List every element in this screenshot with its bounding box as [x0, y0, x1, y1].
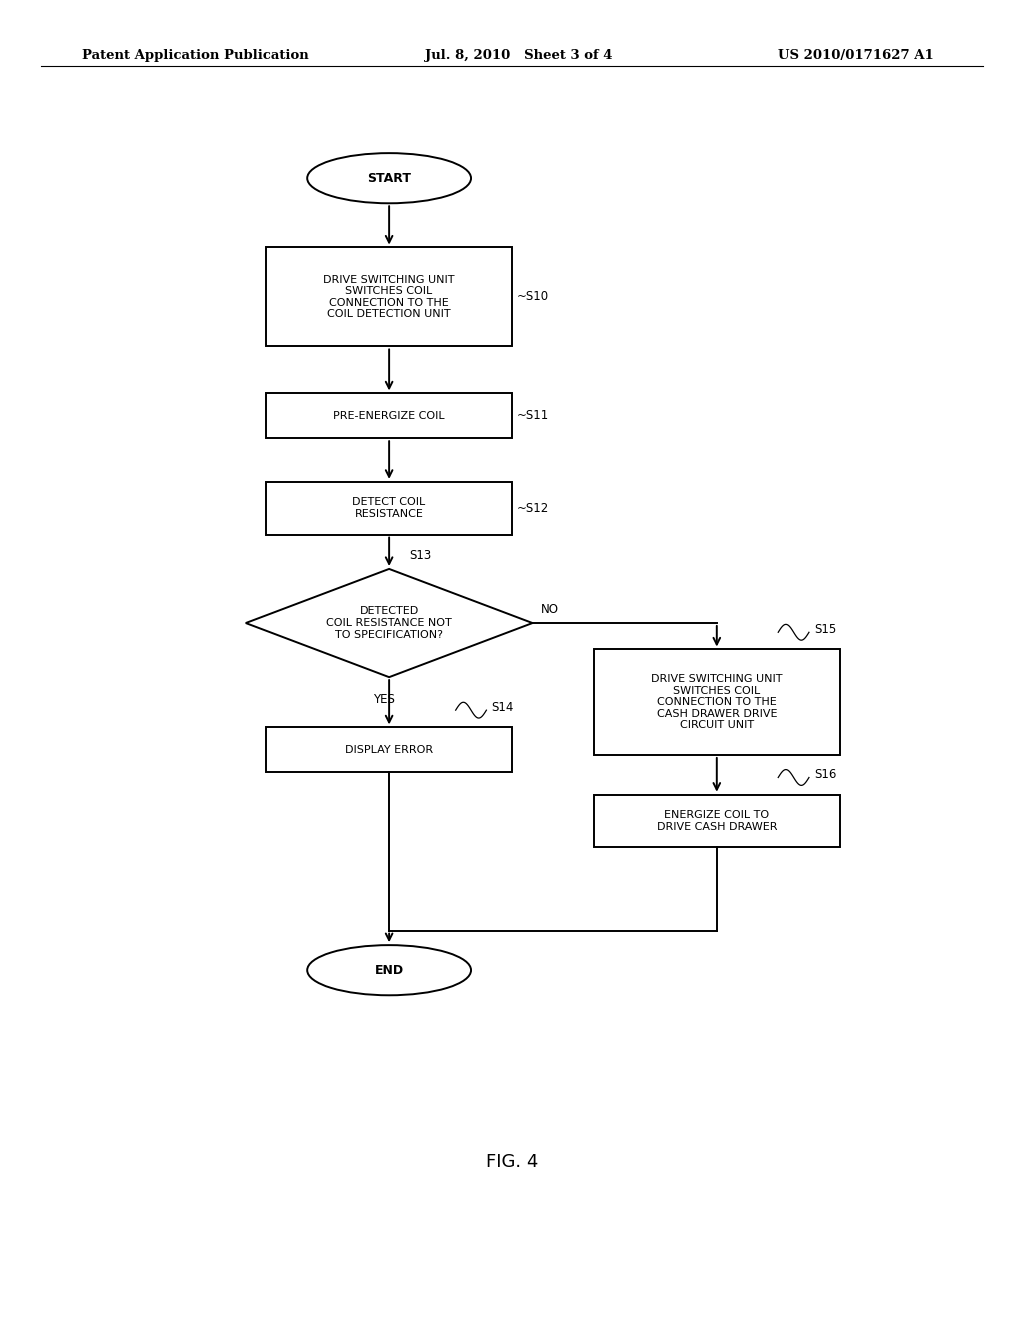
Text: PRE-ENERGIZE COIL: PRE-ENERGIZE COIL — [333, 411, 445, 421]
Text: NO: NO — [541, 603, 559, 616]
Text: DETECT COIL
RESISTANCE: DETECT COIL RESISTANCE — [352, 498, 426, 519]
Text: DRIVE SWITCHING UNIT
SWITCHES COIL
CONNECTION TO THE
CASH DRAWER DRIVE
CIRCUIT U: DRIVE SWITCHING UNIT SWITCHES COIL CONNE… — [651, 675, 782, 730]
Text: US 2010/0171627 A1: US 2010/0171627 A1 — [778, 49, 934, 62]
Ellipse shape — [307, 153, 471, 203]
Text: DRIVE SWITCHING UNIT
SWITCHES COIL
CONNECTION TO THE
COIL DETECTION UNIT: DRIVE SWITCHING UNIT SWITCHES COIL CONNE… — [324, 275, 455, 319]
Bar — [594, 649, 840, 755]
Polygon shape — [246, 569, 532, 677]
Text: S13: S13 — [410, 549, 432, 562]
Text: S14: S14 — [492, 701, 514, 714]
Text: Patent Application Publication: Patent Application Publication — [82, 49, 308, 62]
Bar — [594, 795, 840, 847]
Text: Jul. 8, 2010   Sheet 3 of 4: Jul. 8, 2010 Sheet 3 of 4 — [425, 49, 612, 62]
Ellipse shape — [307, 945, 471, 995]
Text: S15: S15 — [814, 623, 837, 636]
Text: END: END — [375, 964, 403, 977]
Text: ~S10: ~S10 — [517, 290, 549, 304]
Bar — [266, 248, 512, 346]
Bar — [266, 393, 512, 438]
Bar — [266, 482, 512, 535]
Text: ~S12: ~S12 — [517, 502, 549, 515]
Text: DISPLAY ERROR: DISPLAY ERROR — [345, 744, 433, 755]
Text: S16: S16 — [814, 768, 837, 781]
Text: ~S11: ~S11 — [517, 409, 549, 422]
Bar — [266, 727, 512, 772]
Text: FIG. 4: FIG. 4 — [485, 1152, 539, 1171]
Text: YES: YES — [373, 693, 395, 706]
Text: DETECTED
COIL RESISTANCE NOT
TO SPECIFICATION?: DETECTED COIL RESISTANCE NOT TO SPECIFIC… — [327, 606, 452, 640]
Text: START: START — [368, 172, 411, 185]
Text: ENERGIZE COIL TO
DRIVE CASH DRAWER: ENERGIZE COIL TO DRIVE CASH DRAWER — [656, 810, 777, 832]
